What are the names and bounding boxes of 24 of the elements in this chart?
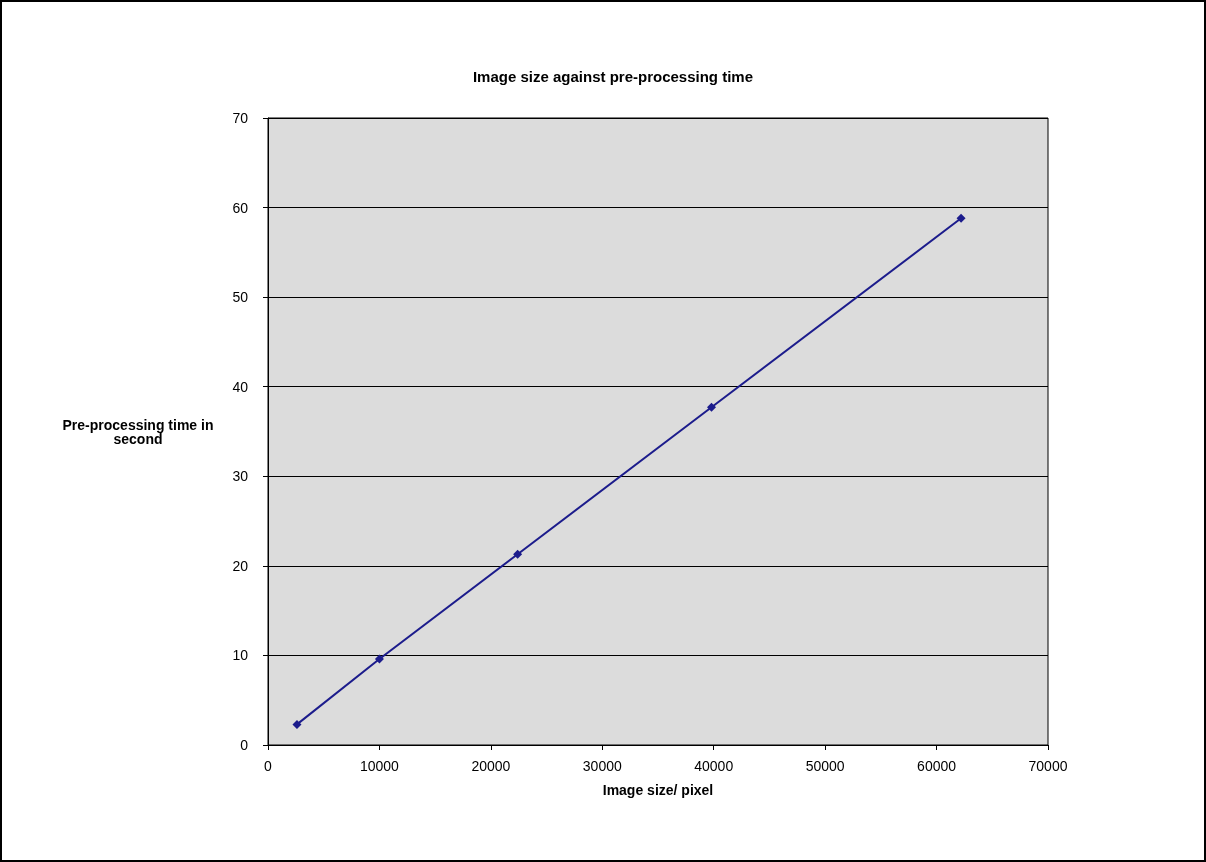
y-axis-title: Pre-processing time in second — [62, 416, 214, 447]
y-tick-label: 50 — [232, 289, 249, 306]
y-tick-label: 40 — [232, 378, 249, 395]
x-tick-label: 70000 — [1028, 758, 1068, 774]
y-tick-label: 10 — [232, 647, 249, 664]
y-tick-label: 60 — [232, 199, 249, 216]
point — [292, 719, 302, 729]
x-tick-label: 30000 — [582, 758, 622, 774]
y-tick-label: 70 — [232, 110, 249, 126]
x-tick-label: 60000 — [917, 758, 957, 774]
point — [513, 549, 523, 559]
x-tick-label: 10000 — [359, 758, 400, 774]
x-tick-label: 40000 — [694, 758, 734, 774]
x-axis-title: Image size/ pixel — [602, 782, 714, 798]
x-tick-label: 50000 — [805, 758, 845, 774]
point — [706, 402, 716, 412]
y-tick-label: 30 — [232, 468, 249, 485]
y-tick-label: 0 — [240, 737, 249, 753]
point — [374, 654, 384, 664]
point — [956, 213, 966, 223]
y-tick-label: 20 — [232, 557, 249, 574]
x-tick-label: 20000 — [471, 758, 511, 774]
x-tick-label: 0 — [264, 758, 273, 774]
chart-title: Image size against pre-processing time — [472, 68, 754, 85]
